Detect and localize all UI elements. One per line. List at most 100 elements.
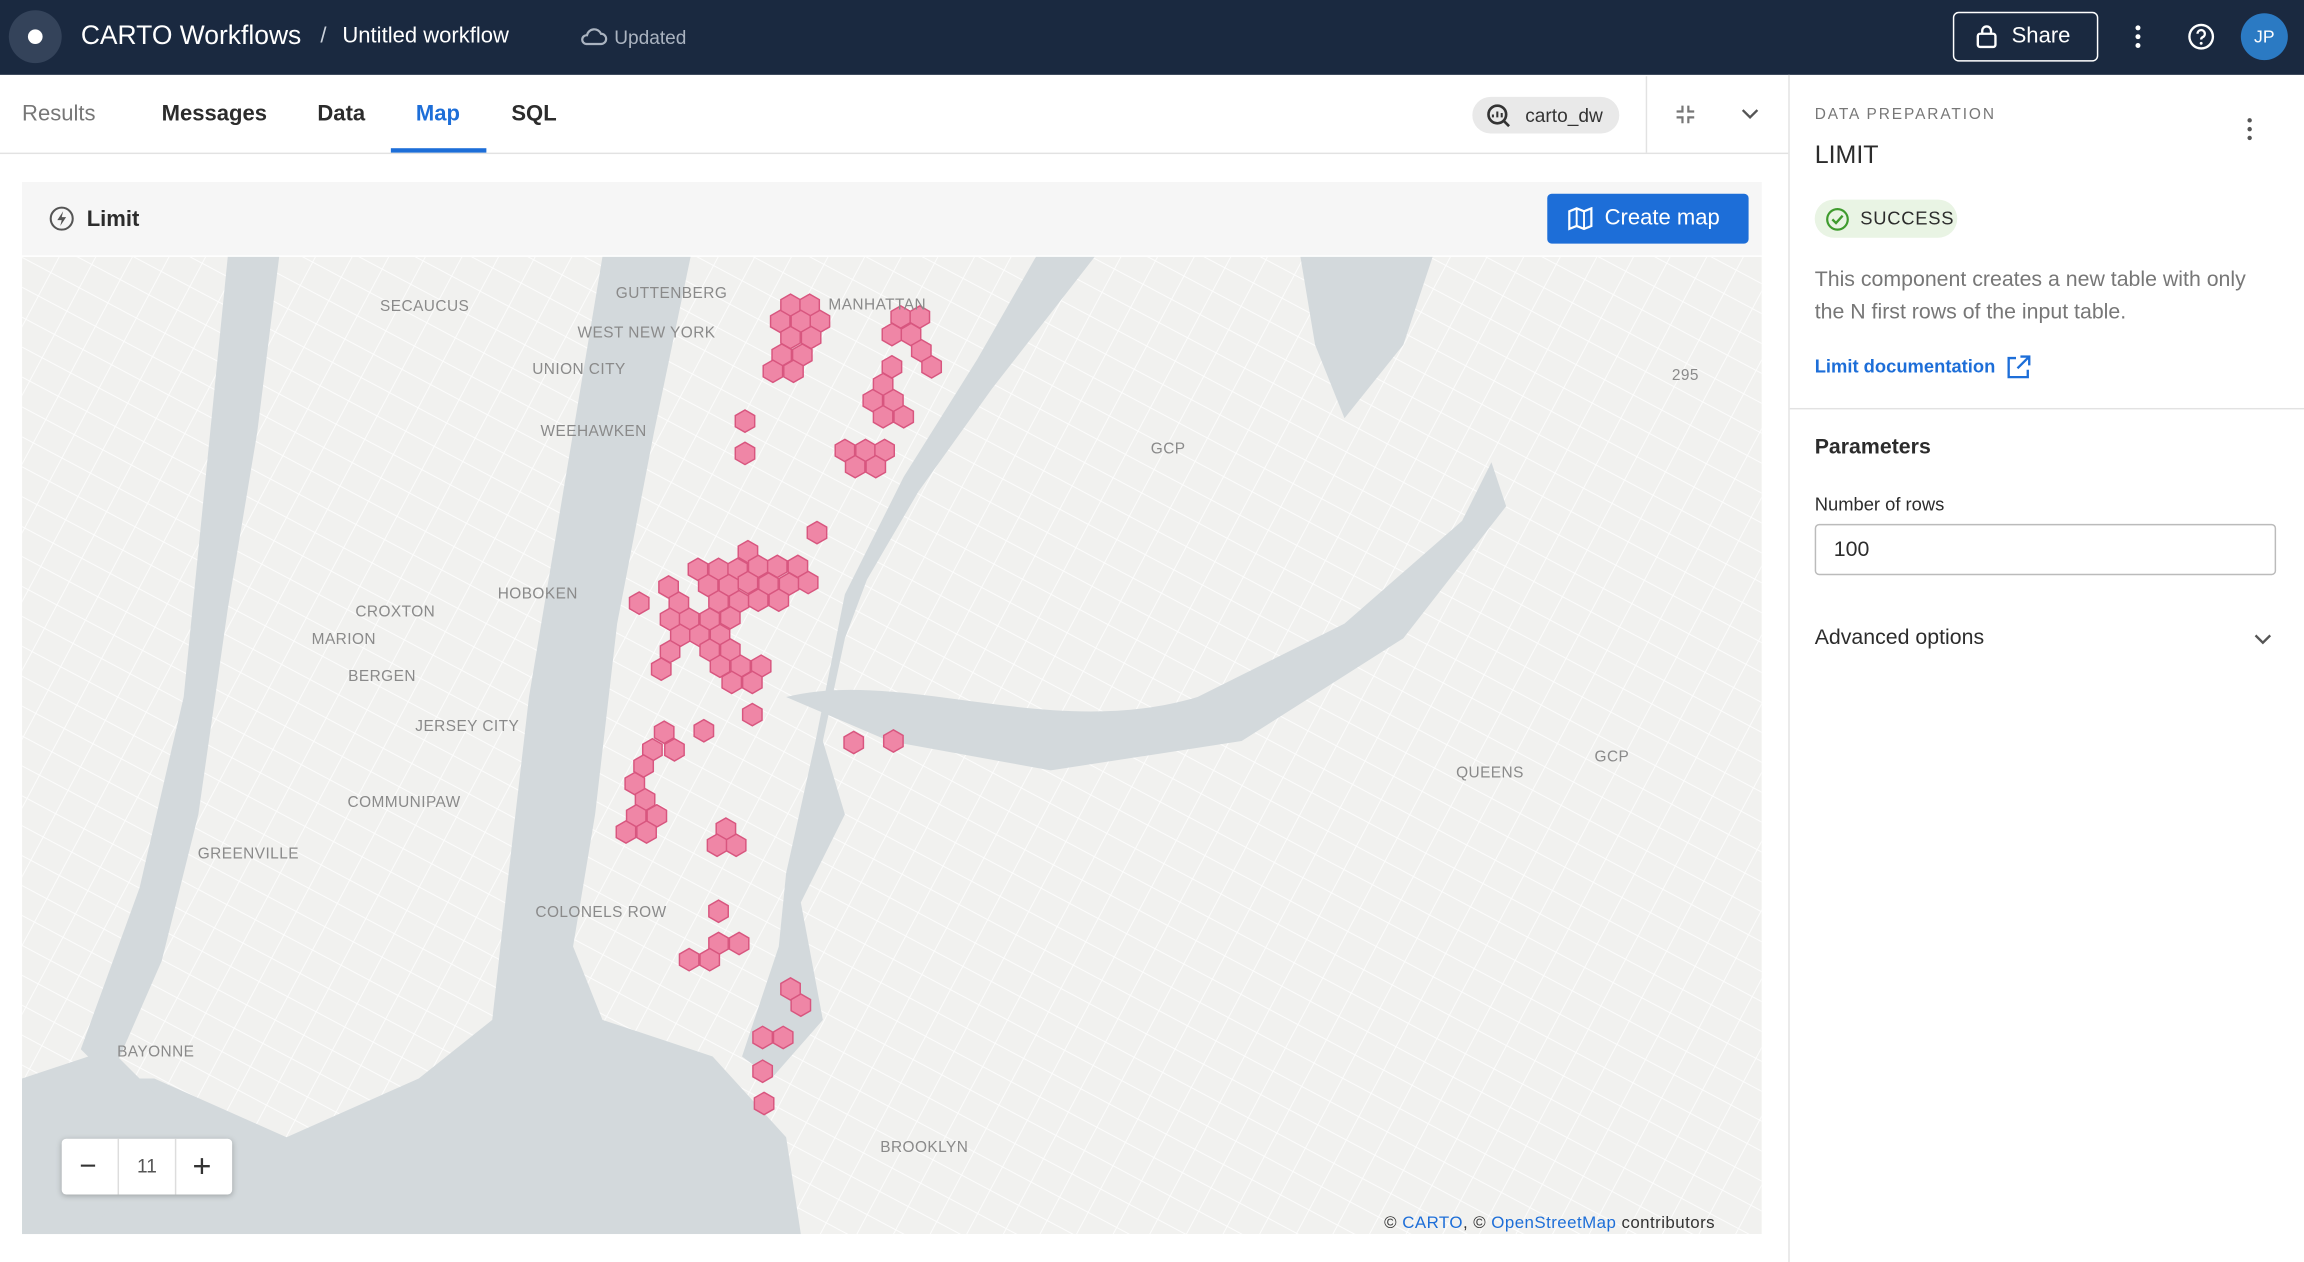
tab[interactable]: Data — [317, 101, 366, 127]
save-status: Updated — [614, 26, 687, 49]
hexagon — [709, 654, 731, 679]
share-button[interactable]: Share — [1952, 11, 2099, 62]
avatar-initials: JP — [2254, 26, 2275, 47]
place-label: BERGEN — [348, 668, 416, 685]
success-icon — [1826, 208, 1849, 231]
place-label: CROXTON — [355, 603, 435, 620]
bay — [1300, 256, 1433, 419]
input-value: 100 — [1833, 538, 1870, 563]
map-header: Limit Create map — [22, 181, 1762, 256]
create-map-label: Create map — [1604, 205, 1720, 231]
place-label: 295 — [1672, 367, 1699, 384]
place-label: JERSEY CITY — [415, 718, 519, 735]
zoom-level: 11 — [137, 1154, 157, 1177]
tab-underline — [390, 148, 487, 153]
place-label: HOBOKEN — [498, 586, 578, 603]
hexagon — [615, 820, 637, 845]
hexagon — [806, 520, 828, 545]
hexagon — [693, 718, 715, 743]
workflow-name[interactable]: Untitled workflow — [342, 23, 509, 49]
place-label: GREENVILLE — [198, 845, 299, 862]
place-label: GUTTENBERG — [616, 285, 727, 302]
hexagon — [721, 670, 743, 695]
connection-pill[interactable]: carto_dw — [1472, 96, 1620, 134]
create-map-button[interactable]: Create map — [1547, 193, 1749, 244]
attribution-text: contributors — [1616, 1215, 1716, 1233]
cloud-icon — [581, 28, 608, 46]
hexagon — [636, 820, 657, 845]
place-label: COLONELS ROW — [535, 904, 666, 921]
hexagon — [737, 570, 759, 595]
hexagon — [921, 354, 943, 379]
field-label: Number of rows — [1814, 494, 1945, 516]
hexagon — [882, 729, 904, 754]
hexagon — [699, 947, 721, 972]
expand-chevron[interactable] — [1740, 107, 1761, 122]
map[interactable]: GUTTENBERG MANHATTAN SECAUCUS WEST NEW YORK… — [22, 256, 1762, 1235]
tabs-border — [0, 152, 1789, 155]
tab[interactable]: Results — [22, 101, 96, 127]
sidebar-border — [1788, 74, 1790, 1262]
place-label: GCP — [1595, 749, 1630, 766]
sidebar-menu[interactable] — [2239, 117, 2260, 141]
map-labels: GUTTENBERG MANHATTAN SECAUCUS WEST NEW YORK… — [117, 285, 1699, 1156]
limit-icon — [49, 206, 74, 231]
zoom-divider — [174, 1138, 177, 1195]
zoom-in[interactable]: + — [192, 1147, 212, 1185]
tab[interactable]: SQL — [511, 101, 557, 127]
hexagon — [872, 404, 894, 429]
sidebar-category: DATA PREPARATION — [1814, 105, 1996, 124]
hexagon — [783, 359, 804, 384]
place-label: WEST NEW YORK — [578, 325, 716, 342]
logo-dot — [27, 29, 43, 45]
hexagon — [881, 322, 903, 347]
logo[interactable] — [8, 10, 62, 64]
place-label: MANHATTAN — [828, 297, 926, 314]
place-label: COMMUNIPAW — [347, 794, 460, 811]
zoom-out[interactable]: − — [79, 1150, 97, 1183]
attribution-link[interactable]: CARTO — [1402, 1215, 1463, 1233]
map-title: Limit — [86, 206, 140, 232]
attribution: © CARTO, © OpenStreetMap contributors — [1384, 1215, 1715, 1233]
hexagon — [706, 833, 728, 858]
hexagon — [753, 1091, 775, 1116]
hexagon — [719, 605, 741, 630]
rows-input[interactable]: 100 — [1814, 523, 2277, 576]
hexagon — [628, 591, 650, 616]
attribution-link[interactable]: OpenStreetMap — [1491, 1215, 1617, 1233]
hexagon — [843, 730, 865, 755]
status-badge: SUCCESS — [1814, 199, 1958, 238]
hexagon — [741, 670, 763, 695]
hexagon — [768, 588, 790, 613]
doc-link[interactable]: Limit documentation — [1814, 356, 1996, 378]
hexagon — [865, 454, 887, 479]
attribution-text: © — [1384, 1215, 1403, 1233]
hexagon — [728, 931, 750, 956]
place-label: BROOKLYN — [880, 1139, 968, 1156]
sidebar-title: LIMIT — [1814, 140, 1879, 169]
avatar[interactable]: JP — [2240, 13, 2288, 61]
tab-active[interactable]: Map — [415, 101, 460, 127]
map-icon — [1568, 206, 1593, 231]
advanced-chevron[interactable] — [2253, 632, 2274, 647]
description: This component creates a new table with … — [1814, 268, 2246, 325]
external-link-icon[interactable] — [2006, 355, 2031, 380]
advanced-options[interactable]: Advanced options — [1814, 626, 1985, 651]
collapse-icon[interactable] — [1675, 104, 1696, 125]
help-icon[interactable] — [2186, 22, 2215, 51]
hexagon — [734, 441, 756, 466]
attribution-text: , © — [1462, 1215, 1492, 1233]
place-label: UNION CITY — [532, 361, 625, 378]
top-bar: CARTO Workflows / Untitled workflow Upda… — [0, 0, 2304, 75]
hexagon — [762, 359, 784, 384]
result-hexagons — [615, 293, 943, 1116]
hudson-river — [22, 256, 801, 1235]
separator: / — [320, 23, 327, 49]
more-menu[interactable] — [2126, 22, 2150, 51]
parameters-heading: Parameters — [1814, 435, 1931, 460]
hexagon — [893, 404, 915, 429]
hexagon — [844, 454, 866, 479]
hexagon — [772, 1025, 794, 1050]
tab[interactable]: Messages — [161, 101, 268, 127]
